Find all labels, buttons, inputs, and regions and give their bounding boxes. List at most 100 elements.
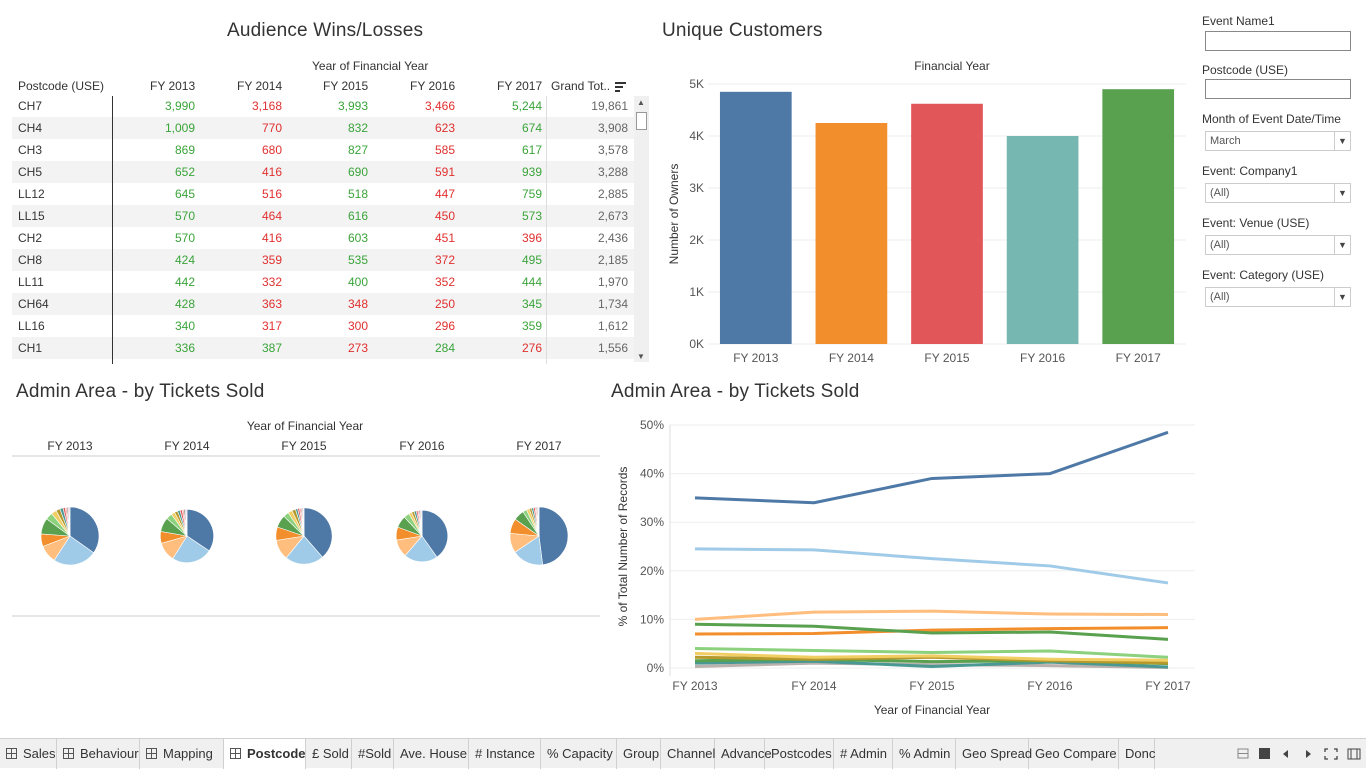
pie-slice[interactable] bbox=[302, 507, 305, 537]
series-line[interactable] bbox=[694, 651, 1169, 662]
pie-slice[interactable] bbox=[69, 506, 100, 554]
chevron-down-icon[interactable]: ▼ bbox=[1334, 184, 1350, 202]
table-row[interactable]: CH7 3,990 3,168 3,993 3,466 5,244 19,861 bbox=[12, 95, 634, 117]
tab-mapping[interactable]: Mapping bbox=[140, 739, 224, 769]
company-select[interactable]: (All) ▼ bbox=[1205, 183, 1351, 203]
tab-advance[interactable]: Advance bbox=[715, 739, 772, 769]
pie-slice[interactable] bbox=[285, 535, 323, 565]
table-row[interactable]: CH1 336 387 273 284 276 1,556 bbox=[12, 337, 634, 359]
next-tab-icon[interactable] bbox=[1306, 750, 1311, 758]
col-header-fy2015[interactable]: FY 2015 bbox=[323, 79, 369, 93]
bar-ytick: 4K bbox=[689, 129, 704, 143]
col-header-fy2013[interactable]: FY 2013 bbox=[150, 79, 196, 93]
tab-geo-spread[interactable]: Geo Spread bbox=[956, 739, 1032, 769]
table-row[interactable]: CH8 424 359 535 372 495 2,185 bbox=[12, 249, 634, 271]
value-cell: 284 bbox=[434, 341, 455, 355]
row-header-label[interactable]: Postcode (USE) bbox=[18, 79, 105, 93]
filmstrip-icon[interactable] bbox=[1347, 748, 1361, 760]
tab-postcodes[interactable]: Postcodes bbox=[765, 739, 834, 769]
table-row[interactable]: CH2 570 416 603 451 396 2,436 bbox=[12, 227, 634, 249]
pie-slice[interactable] bbox=[53, 535, 95, 566]
series-line[interactable] bbox=[694, 547, 1169, 585]
tab-geo-compare[interactable]: Geo Compare bbox=[1029, 739, 1119, 769]
grid-view-icon[interactable] bbox=[1237, 748, 1249, 759]
bar[interactable] bbox=[911, 103, 983, 344]
table-scrollbar[interactable]: ▲ ▼ bbox=[634, 96, 649, 362]
company-select-value: (All) bbox=[1210, 187, 1230, 199]
table-row[interactable]: LL15 570 464 616 450 573 2,673 bbox=[12, 205, 634, 227]
series-line[interactable] bbox=[694, 661, 1169, 670]
sheet-view-icon[interactable] bbox=[1259, 748, 1270, 759]
tab-donc[interactable]: Donc bbox=[1119, 739, 1155, 769]
bar[interactable] bbox=[719, 91, 792, 344]
series-line[interactable] bbox=[694, 626, 1169, 636]
wins-losses-table: Postcode (USE) FY 2013 FY 2014 FY 2015 F… bbox=[12, 76, 649, 364]
bar[interactable] bbox=[815, 123, 888, 344]
table-row[interactable]: CH64 428 363 348 250 345 1,734 bbox=[12, 293, 634, 315]
table-row[interactable]: LL11 442 332 400 352 444 1,970 bbox=[12, 271, 634, 293]
table-row[interactable]: LL16 340 317 300 296 359 1,612 bbox=[12, 315, 634, 337]
value-cell: 616 bbox=[347, 209, 368, 223]
total-cell: 1,734 bbox=[597, 297, 628, 311]
value-cell: 451 bbox=[434, 231, 455, 245]
pie-slice[interactable] bbox=[537, 506, 540, 537]
postcode-cell: LL15 bbox=[18, 209, 45, 223]
venue-select[interactable]: (All) ▼ bbox=[1205, 235, 1351, 255]
tab-sold[interactable]: #Sold bbox=[352, 739, 394, 769]
series-line[interactable] bbox=[694, 622, 1169, 641]
table-row[interactable]: CH4 1,009 770 832 623 674 3,908 bbox=[12, 117, 634, 139]
tab-behaviour[interactable]: Behaviour bbox=[57, 739, 140, 769]
table-row[interactable]: CH3 869 680 827 585 617 3,578 bbox=[12, 139, 634, 161]
pie-slice[interactable] bbox=[303, 507, 333, 558]
bar[interactable] bbox=[1006, 136, 1079, 344]
pie-slice[interactable] bbox=[68, 506, 71, 537]
scroll-up-icon[interactable]: ▲ bbox=[637, 98, 645, 107]
event-name-input[interactable] bbox=[1205, 31, 1351, 51]
value-cell: 827 bbox=[347, 143, 368, 157]
value-cell: 416 bbox=[261, 231, 282, 245]
bar[interactable] bbox=[1102, 89, 1175, 344]
scroll-down-icon[interactable]: ▼ bbox=[637, 352, 645, 361]
pie-slice[interactable] bbox=[421, 509, 449, 558]
prev-tab-icon[interactable] bbox=[1283, 750, 1288, 758]
tab-group[interactable]: Group bbox=[617, 739, 661, 769]
col-header-fy2017[interactable]: FY 2017 bbox=[497, 79, 543, 93]
series-line[interactable] bbox=[694, 647, 1169, 659]
table-row[interactable]: LL12 645 516 518 447 759 2,885 bbox=[12, 183, 634, 205]
tab-ave-house[interactable]: Ave. House bbox=[394, 739, 469, 769]
dashboard-icon bbox=[63, 740, 74, 759]
month-select[interactable]: March ▼ bbox=[1205, 131, 1351, 151]
chevron-down-icon[interactable]: ▼ bbox=[1334, 288, 1350, 306]
table-row[interactable]: CH5 652 416 690 591 939 3,288 bbox=[12, 161, 634, 183]
tab-instance[interactable]: # Instance bbox=[469, 739, 541, 769]
fullscreen-icon[interactable] bbox=[1324, 748, 1338, 760]
category-select[interactable]: (All) ▼ bbox=[1205, 287, 1351, 307]
series-line[interactable] bbox=[694, 659, 1169, 669]
line-ytick: 40% bbox=[640, 467, 664, 481]
tab-postcode[interactable]: Postcode bbox=[224, 739, 306, 769]
total-cell: 1,612 bbox=[597, 319, 628, 333]
chevron-down-icon[interactable]: ▼ bbox=[1334, 132, 1350, 150]
tab-admin[interactable]: # Admin bbox=[834, 739, 893, 769]
pie-slice[interactable] bbox=[404, 535, 438, 563]
chevron-down-icon[interactable]: ▼ bbox=[1334, 236, 1350, 254]
tab-controls bbox=[1236, 747, 1366, 761]
tab-capacity[interactable]: % Capacity bbox=[541, 739, 617, 769]
pie-slice[interactable] bbox=[185, 509, 188, 537]
series-line[interactable] bbox=[694, 609, 1169, 621]
col-header-grand-total[interactable]: Grand Tot.. bbox=[551, 79, 611, 93]
col-header-fy2014[interactable]: FY 2014 bbox=[237, 79, 283, 93]
tab-sales[interactable]: Sales bbox=[0, 739, 57, 769]
series-line[interactable] bbox=[694, 430, 1169, 505]
pie-slice[interactable] bbox=[172, 535, 210, 563]
tab-admin[interactable]: % Admin bbox=[893, 739, 956, 769]
pie-slice[interactable] bbox=[420, 509, 423, 537]
postcode-input[interactable] bbox=[1205, 79, 1351, 99]
total-cell: 1,970 bbox=[597, 275, 628, 289]
sort-icon[interactable] bbox=[615, 81, 627, 95]
tab-sold[interactable]: £ Sold bbox=[306, 739, 352, 769]
scroll-thumb[interactable] bbox=[636, 112, 647, 130]
pie-slice[interactable] bbox=[538, 506, 569, 566]
col-header-fy2016[interactable]: FY 2016 bbox=[410, 79, 456, 93]
tab-channel[interactable]: Channel bbox=[661, 739, 715, 769]
